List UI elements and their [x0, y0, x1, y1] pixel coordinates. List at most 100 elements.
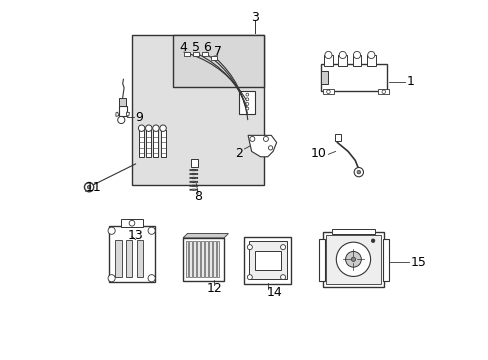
Bar: [338, 55, 346, 66]
Bar: [211, 56, 217, 60]
Bar: [160, 130, 165, 157]
Circle shape: [336, 242, 370, 276]
Circle shape: [138, 125, 144, 131]
Circle shape: [245, 93, 248, 96]
Circle shape: [339, 51, 346, 59]
Text: 5: 5: [192, 41, 200, 54]
Circle shape: [87, 185, 91, 189]
Circle shape: [245, 103, 248, 105]
Text: 8: 8: [194, 190, 202, 203]
Circle shape: [367, 51, 374, 59]
Bar: [119, 106, 126, 116]
Text: 2: 2: [234, 147, 242, 160]
Circle shape: [84, 183, 94, 192]
Bar: [119, 98, 125, 106]
Circle shape: [152, 125, 159, 131]
Bar: [201, 242, 203, 277]
Bar: [115, 240, 122, 277]
Bar: [197, 242, 200, 277]
Bar: [254, 251, 281, 270]
Bar: [185, 242, 188, 277]
Bar: [189, 242, 192, 277]
Text: 4: 4: [180, 41, 187, 54]
Bar: [173, 35, 264, 87]
Bar: [239, 91, 255, 114]
Bar: [205, 242, 207, 277]
Circle shape: [356, 170, 360, 174]
Bar: [132, 35, 264, 185]
Bar: [366, 55, 375, 66]
Bar: [334, 134, 341, 141]
Bar: [139, 130, 144, 157]
Circle shape: [345, 251, 361, 267]
Circle shape: [245, 107, 248, 110]
Circle shape: [129, 220, 135, 226]
Text: 12: 12: [206, 283, 222, 296]
Bar: [183, 238, 224, 281]
Circle shape: [350, 257, 355, 261]
Bar: [217, 242, 219, 277]
Bar: [202, 53, 207, 56]
Bar: [136, 240, 143, 277]
Bar: [213, 242, 215, 277]
Circle shape: [108, 275, 115, 282]
Circle shape: [263, 136, 268, 141]
Text: 13: 13: [127, 229, 143, 242]
Circle shape: [353, 167, 363, 177]
Polygon shape: [126, 112, 129, 116]
Circle shape: [247, 245, 252, 249]
Bar: [209, 242, 211, 277]
Text: 14: 14: [266, 286, 282, 299]
Circle shape: [326, 90, 329, 94]
Circle shape: [160, 125, 166, 131]
Bar: [324, 55, 332, 66]
Text: 7: 7: [213, 45, 221, 58]
Bar: [325, 235, 380, 284]
Polygon shape: [247, 135, 276, 157]
Circle shape: [118, 116, 124, 123]
Bar: [146, 130, 151, 157]
Circle shape: [280, 245, 285, 249]
Bar: [378, 89, 388, 94]
Text: 15: 15: [410, 256, 426, 269]
Circle shape: [148, 227, 155, 234]
Circle shape: [280, 275, 285, 280]
Text: 10: 10: [310, 147, 326, 160]
Bar: [352, 55, 361, 66]
Bar: [248, 242, 286, 279]
Bar: [323, 232, 383, 287]
Bar: [331, 229, 374, 234]
Polygon shape: [116, 112, 119, 116]
Text: 9: 9: [135, 111, 143, 124]
Bar: [321, 71, 328, 84]
Circle shape: [245, 98, 248, 101]
Bar: [190, 158, 197, 167]
Circle shape: [108, 227, 115, 234]
Circle shape: [145, 125, 152, 131]
Bar: [153, 130, 158, 157]
Bar: [108, 226, 155, 282]
Text: 6: 6: [203, 41, 210, 54]
Text: 11: 11: [85, 181, 101, 194]
Circle shape: [370, 239, 374, 243]
Bar: [193, 53, 199, 56]
Bar: [244, 237, 290, 284]
Circle shape: [148, 275, 155, 282]
Bar: [323, 89, 333, 94]
Text: 1: 1: [406, 75, 414, 88]
Circle shape: [247, 275, 252, 280]
Bar: [193, 242, 196, 277]
Polygon shape: [183, 234, 228, 238]
Circle shape: [249, 136, 254, 141]
Circle shape: [381, 90, 385, 94]
Circle shape: [324, 51, 331, 59]
Bar: [318, 239, 324, 281]
Bar: [321, 64, 386, 91]
Bar: [184, 53, 190, 56]
Bar: [121, 219, 142, 227]
Circle shape: [268, 146, 272, 150]
Bar: [125, 240, 132, 277]
Circle shape: [353, 51, 360, 59]
Bar: [382, 239, 388, 281]
Text: 3: 3: [251, 11, 259, 24]
